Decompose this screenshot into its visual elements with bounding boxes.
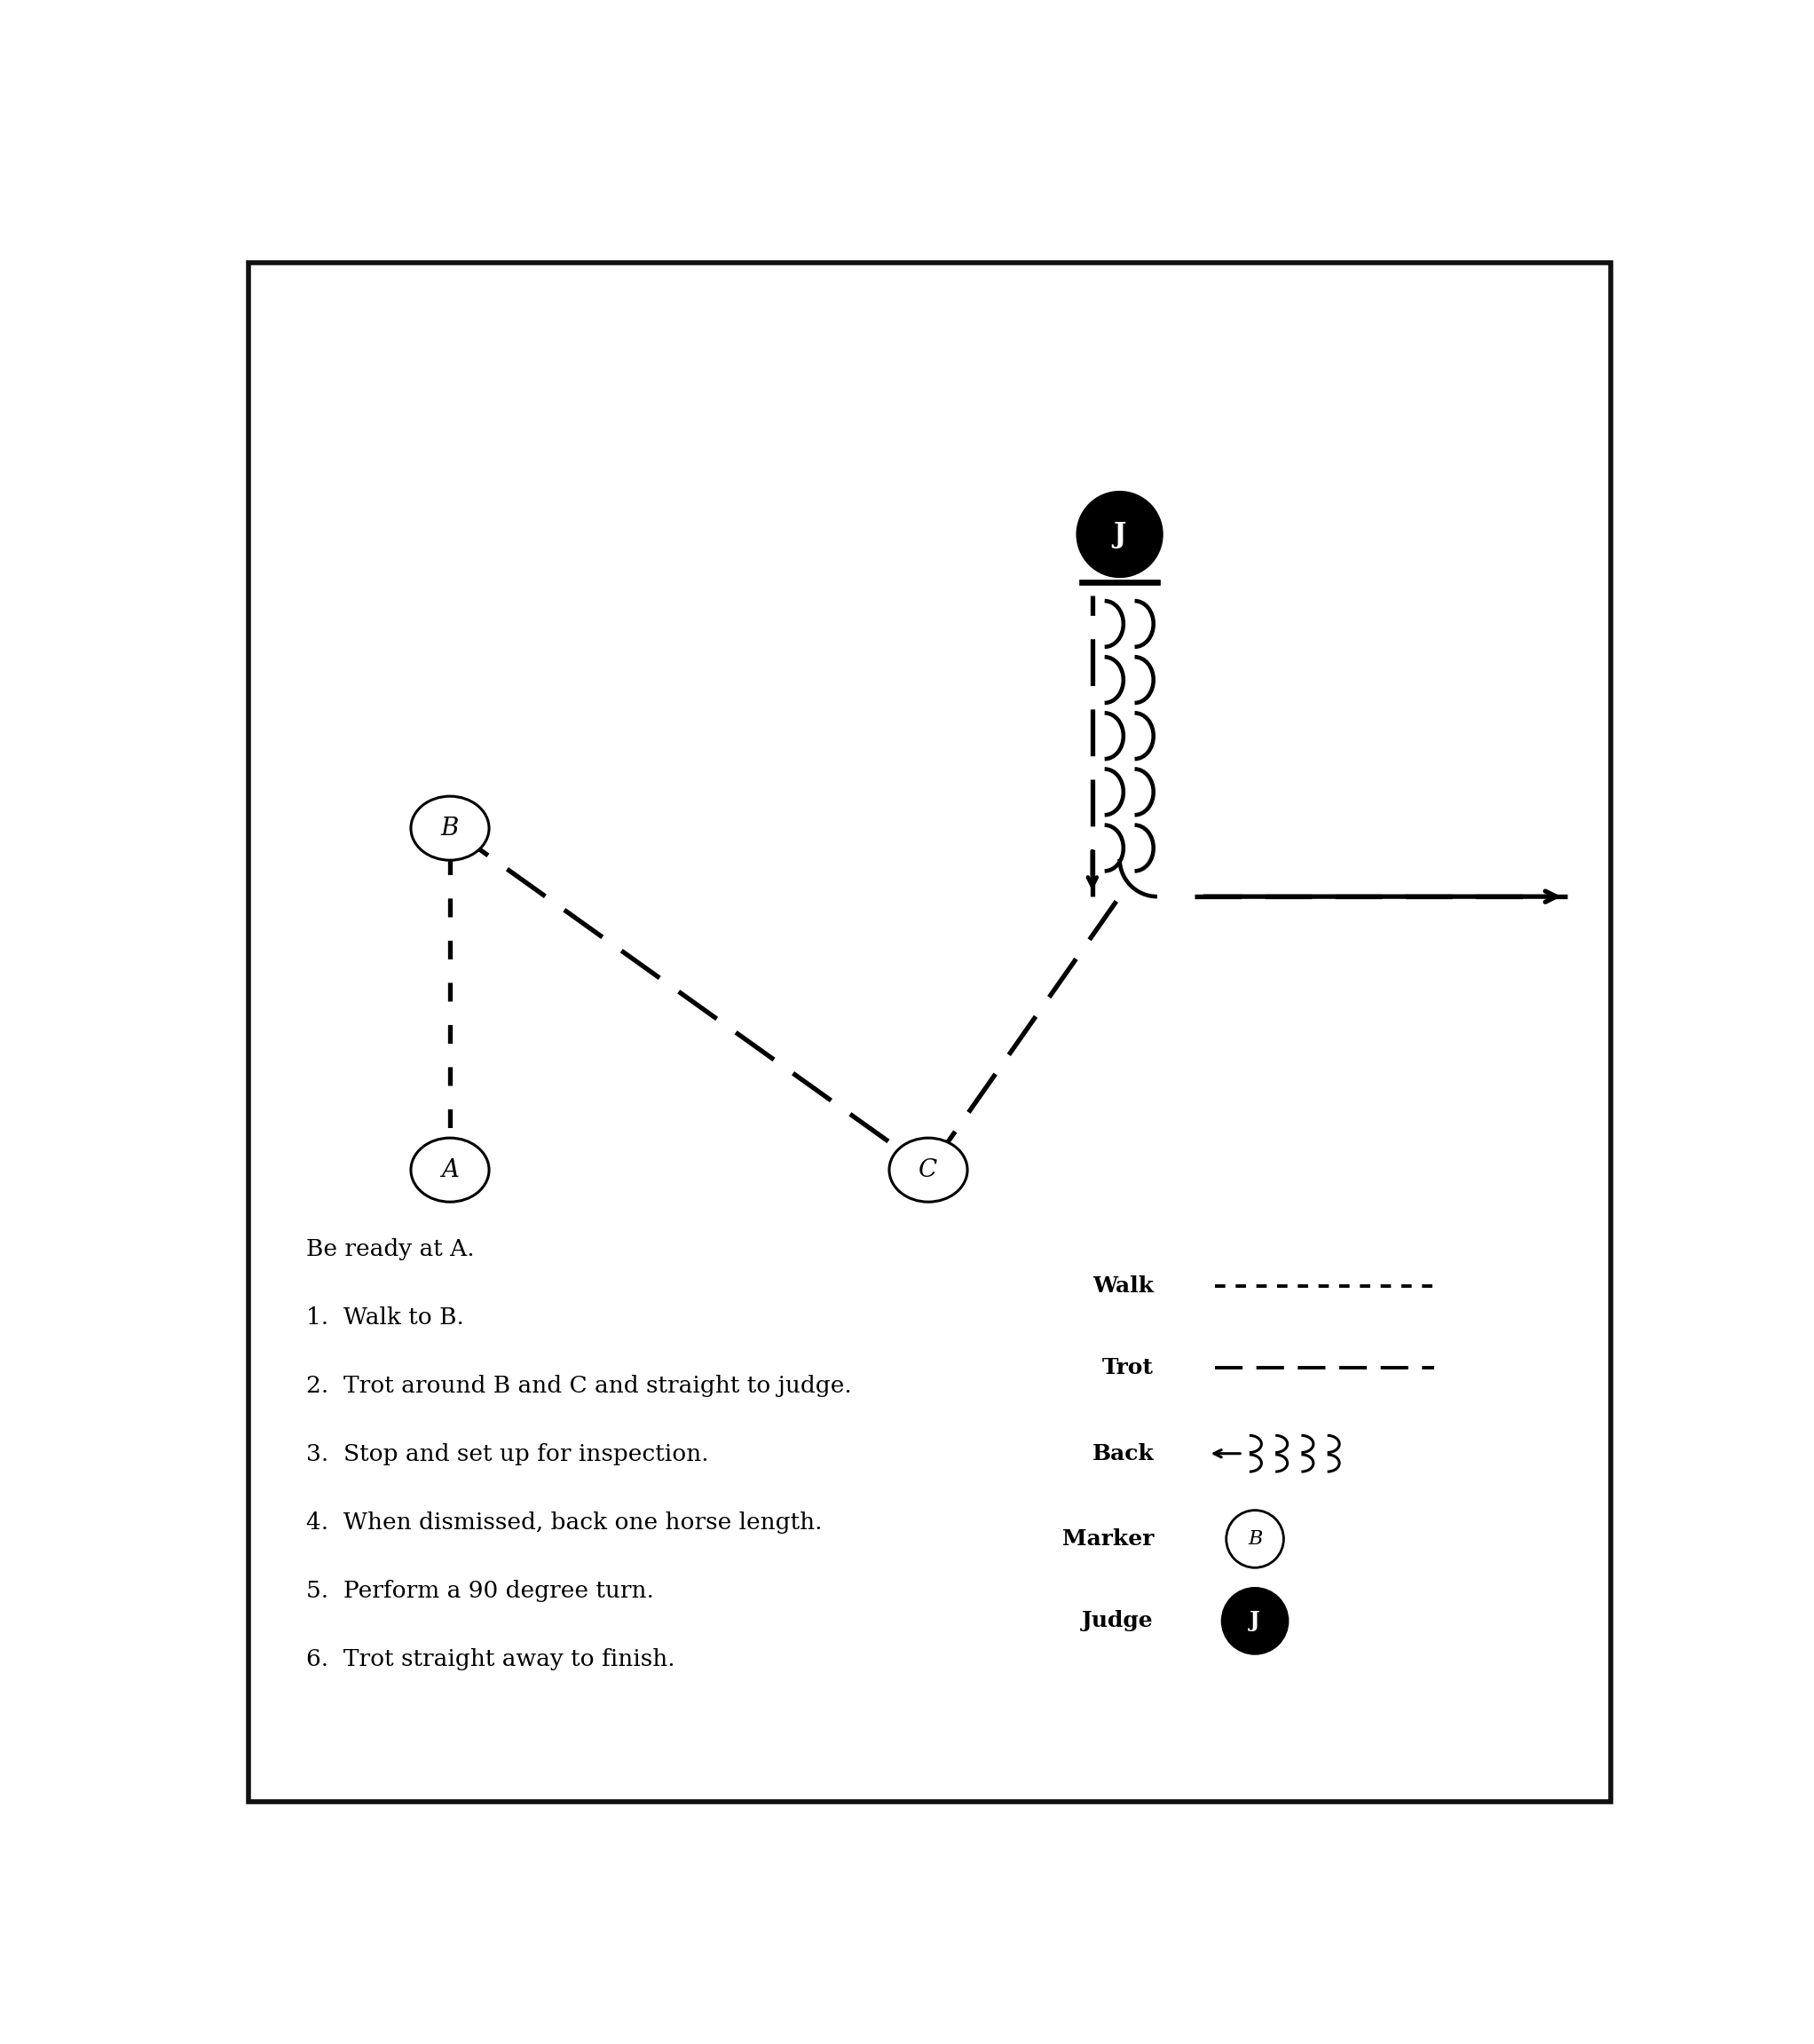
Text: B: B xyxy=(441,816,459,840)
Text: Walk: Walk xyxy=(1092,1275,1154,1296)
Text: J: J xyxy=(1250,1611,1261,1631)
Text: A: A xyxy=(441,1159,459,1181)
Circle shape xyxy=(1223,1588,1288,1654)
Circle shape xyxy=(1226,1511,1284,1568)
Circle shape xyxy=(1078,493,1163,576)
Text: Back: Back xyxy=(1092,1443,1154,1464)
Ellipse shape xyxy=(410,1139,490,1202)
Text: Marker: Marker xyxy=(1061,1529,1154,1549)
Ellipse shape xyxy=(410,797,490,861)
Text: C: C xyxy=(920,1159,938,1181)
Text: 6.  Trot straight away to finish.: 6. Trot straight away to finish. xyxy=(307,1647,675,1670)
Text: J: J xyxy=(1114,521,1126,548)
Text: 3.  Stop and set up for inspection.: 3. Stop and set up for inspection. xyxy=(307,1443,709,1466)
Text: 5.  Perform a 90 degree turn.: 5. Perform a 90 degree turn. xyxy=(307,1580,655,1602)
Text: B: B xyxy=(1248,1529,1263,1549)
Text: Be ready at A.: Be ready at A. xyxy=(307,1239,475,1261)
Text: Trot: Trot xyxy=(1103,1357,1154,1380)
Text: 1.  Walk to B.: 1. Walk to B. xyxy=(307,1306,464,1329)
Ellipse shape xyxy=(889,1139,967,1202)
Text: 4.  When dismissed, back one horse length.: 4. When dismissed, back one horse length… xyxy=(307,1513,822,1533)
Text: 2.  Trot around B and C and straight to judge.: 2. Trot around B and C and straight to j… xyxy=(307,1376,853,1398)
Text: Judge: Judge xyxy=(1083,1611,1154,1631)
